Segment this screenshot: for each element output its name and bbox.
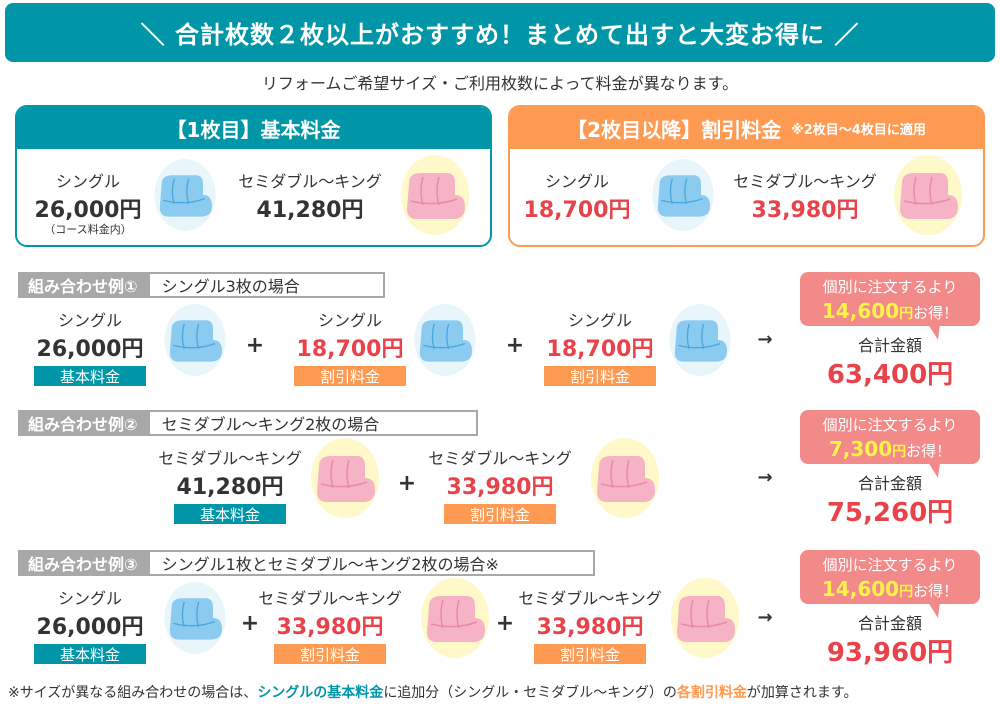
plus-sign: + <box>505 333 525 358</box>
savings-bubble: 個別に注文するより 7,300円お得！ <box>800 410 980 478</box>
item-name: シングル <box>317 311 383 330</box>
pink-futon-icon <box>305 438 385 518</box>
item-price: 33,980円 <box>276 615 384 640</box>
item-name: セミダブル〜キング <box>158 449 302 468</box>
basic-price-header: 【1枚目】基本料金 <box>17 107 490 149</box>
subtitle: リフォームご希望サイズ・ご利用枚数によって料金が異なります。 <box>261 74 739 93</box>
basic-price-box: 【1枚目】基本料金 <box>15 105 492 247</box>
basic-single-note: （コース料金内） <box>44 223 132 236</box>
basic-price-title: 【1枚目】基本料金 <box>166 117 341 142</box>
pink-futon-icon <box>585 438 665 518</box>
basic-king-price: 41,280円 <box>256 198 364 223</box>
blue-futon-icon <box>409 304 481 376</box>
item-price: 18,700円 <box>546 337 654 362</box>
savings-text: 個別に注文するより <box>822 556 958 574</box>
blue-futon-icon <box>159 304 231 376</box>
savings-suffix: お得！ <box>906 442 952 460</box>
item-name: シングル <box>57 311 123 330</box>
savings-text: 個別に注文するより <box>822 416 958 434</box>
discount-note: ※2枚目〜4枚目に適用 <box>791 122 926 138</box>
headline-banner: ＼ 合計枚数２枚以上がおすすめ！まとめて出すと大変お得に ／ <box>5 3 995 62</box>
item-name: セミダブル〜キング <box>428 449 572 468</box>
basic-single-name: シングル <box>55 172 121 191</box>
item-name: シングル <box>57 589 123 608</box>
item-name: セミダブル〜キング <box>518 589 662 608</box>
total-price: 75,260円 <box>826 498 954 528</box>
blue-futon-icon <box>664 304 736 376</box>
footnote-text: ※サイズが異なる組み合わせの場合は、 <box>8 685 258 701</box>
arrow-icon: → <box>757 467 773 488</box>
price-type-badge: 基本料金 <box>34 644 146 664</box>
savings-amount: 14,600円 <box>821 299 914 323</box>
savings-bubble: 個別に注文するより 14,600円お得！ <box>800 272 980 340</box>
blue-futon-icon <box>647 159 719 231</box>
pink-futon-icon <box>395 155 475 235</box>
savings-text: 個別に注文するより <box>822 278 958 296</box>
arrow-icon: → <box>757 329 773 350</box>
total-label: 合計金額 <box>857 614 923 633</box>
item-price: 18,700円 <box>296 337 404 362</box>
footnote-highlight-basic: シングルの基本料金 <box>257 685 384 701</box>
savings-amount: 7,300円 <box>828 437 907 461</box>
savings-suffix: お得！ <box>913 304 959 322</box>
total-price: 63,400円 <box>826 360 954 390</box>
example-title: シングル3枚の場合 <box>147 272 385 298</box>
arrow-icon: → <box>757 607 773 628</box>
savings-suffix: お得！ <box>913 582 959 600</box>
blue-futon-icon <box>149 159 221 231</box>
basic-single-price: 26,000円 <box>34 198 142 223</box>
item-price: 41,280円 <box>176 475 284 500</box>
price-type-badge: 割引料金 <box>444 504 556 524</box>
example-label: 組み合わせ例① シングル3枚の場合 <box>18 272 385 298</box>
footnote-text: が加算されます。 <box>746 685 858 701</box>
item-price: 33,980円 <box>446 475 554 500</box>
banner-title: ＼ 合計枚数２枚以上がおすすめ！まとめて出すと大変お得に ／ <box>140 21 860 49</box>
savings-amount: 14,600円 <box>821 577 914 601</box>
price-type-badge: 割引料金 <box>544 366 656 386</box>
blue-futon-icon <box>159 582 231 654</box>
example-title: セミダブル〜キング2枚の場合 <box>147 410 478 436</box>
price-type-badge: 割引料金 <box>534 644 646 664</box>
example-number: 組み合わせ例③ <box>18 550 148 576</box>
total-label: 合計金額 <box>857 474 923 493</box>
pink-futon-icon <box>665 578 745 658</box>
example-label: 組み合わせ例③ シングル1枚とセミダブル〜キング2枚の場合※ <box>18 550 595 576</box>
pink-futon-icon <box>888 155 968 235</box>
plus-sign: + <box>495 611 515 636</box>
example-number: 組み合わせ例① <box>18 272 148 298</box>
item-price: 26,000円 <box>36 337 144 362</box>
discount-king-price: 33,980円 <box>751 198 859 223</box>
savings-bubble: 個別に注文するより 14,600円お得！ <box>800 550 980 618</box>
total-label: 合計金額 <box>857 336 923 355</box>
item-price: 33,980円 <box>536 615 644 640</box>
item-name: シングル <box>567 311 633 330</box>
price-type-badge: 割引料金 <box>294 366 406 386</box>
item-name: セミダブル〜キング <box>258 589 402 608</box>
price-type-badge: 割引料金 <box>274 644 386 664</box>
discount-king-name: セミダブル〜キング <box>733 172 877 191</box>
item-price: 26,000円 <box>36 615 144 640</box>
discount-price-header: 【2枚目以降】割引料金 ※2枚目〜4枚目に適用 <box>510 107 983 149</box>
discount-single-name: シングル <box>544 172 610 191</box>
discount-single-price: 18,700円 <box>523 198 631 223</box>
example-number: 組み合わせ例② <box>18 410 148 436</box>
basic-king-name: セミダブル〜キング <box>238 172 382 191</box>
footnote: ※サイズが異なる組み合わせの場合は、シングルの基本料金に追加分（シングル・セミダ… <box>8 682 858 702</box>
plus-sign: + <box>245 333 265 358</box>
example-label: 組み合わせ例② セミダブル〜キング2枚の場合 <box>18 410 478 436</box>
footnote-text: に追加分（シングル・セミダブル〜キング）の <box>383 685 677 701</box>
example-title: シングル1枚とセミダブル〜キング2枚の場合※ <box>147 550 595 576</box>
discount-price-title: 【2枚目以降】割引料金 <box>567 117 782 142</box>
plus-sign: + <box>240 611 260 636</box>
discount-price-box: 【2枚目以降】割引料金 ※2枚目〜4枚目に適用 <box>508 105 985 247</box>
pink-futon-icon <box>415 578 495 658</box>
price-type-badge: 基本料金 <box>34 366 146 386</box>
total-price: 93,960円 <box>826 638 954 668</box>
price-type-badge: 基本料金 <box>174 504 286 524</box>
footnote-highlight-discount: 各割引料金 <box>676 685 747 701</box>
plus-sign: + <box>397 471 417 496</box>
